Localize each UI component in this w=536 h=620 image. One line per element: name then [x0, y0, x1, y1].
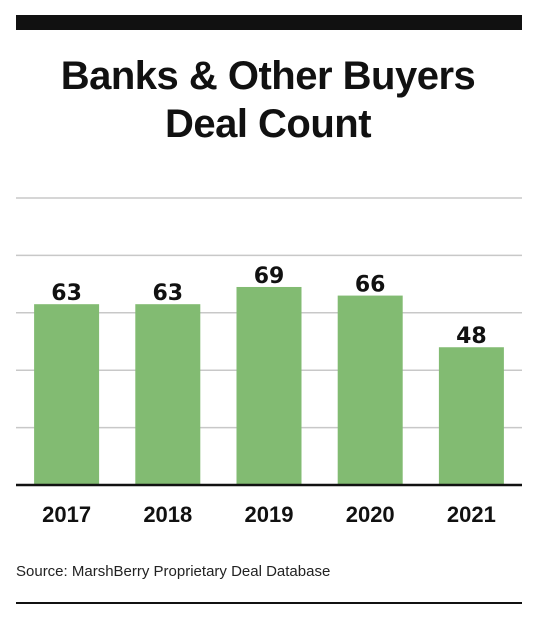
value-label-2018: 63 — [152, 281, 183, 306]
top-rule — [16, 15, 522, 30]
bars — [34, 286, 504, 485]
x-tick-2020: 2020 — [346, 502, 395, 527]
value-label-2021: 48 — [456, 324, 487, 349]
bar-2020 — [337, 295, 403, 485]
bottom-rule — [16, 602, 522, 604]
x-tick-2018: 2018 — [143, 502, 192, 527]
chart-title-line-1: Banks & Other Buyers — [60, 54, 476, 98]
value-label-2019: 69 — [254, 264, 285, 289]
bar-2019 — [236, 286, 302, 485]
bar-chart: 63 63 69 66 48 2017 2018 2019 2020 2021 — [16, 197, 522, 527]
bar-2021 — [438, 347, 504, 485]
bar-2017 — [34, 304, 100, 485]
x-tick-2019: 2019 — [245, 502, 294, 527]
bar-2018 — [135, 304, 201, 485]
value-labels: 63 63 69 66 48 — [51, 264, 486, 349]
x-tick-2017: 2017 — [42, 502, 91, 527]
source-note: Source: MarshBerry Proprietary Deal Data… — [16, 563, 331, 580]
value-label-2020: 66 — [355, 273, 386, 298]
chart-title: Banks & Other Buyers Deal Count — [0, 52, 536, 148]
x-tick-2021: 2021 — [447, 502, 496, 527]
value-label-2017: 63 — [51, 281, 82, 306]
x-tick-labels: 2017 2018 2019 2020 2021 — [42, 502, 496, 527]
chart-title-line-2: Deal Count — [164, 102, 372, 146]
